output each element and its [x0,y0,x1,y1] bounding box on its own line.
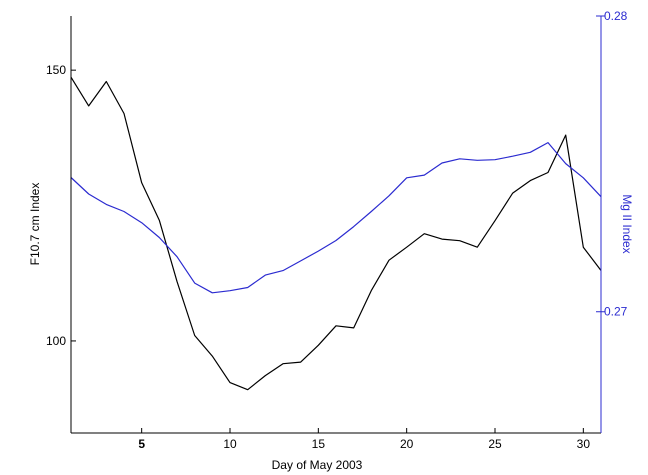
f107-series-line [70,76,602,391]
plot-area [71,16,601,433]
x-tick-label: 15 [312,437,326,451]
right-y-tick-label: 0.27 [604,305,628,319]
left-y-tick-label: 150 [46,63,66,77]
series-layer [70,76,602,391]
left-y-tick-label: 100 [46,334,66,348]
right-y-tick-label: 0.28 [604,9,628,23]
x-tick-label: 30 [577,437,591,451]
left-axis-label: F10.7 cm Index [28,183,42,266]
ticks-layer: 5 10 15 20 25 30 100 150 0.27 0.28 [46,9,628,451]
mg-ii-series-line [70,142,602,294]
x-tick-label: 5 [138,437,145,451]
x-tick-label: 20 [400,437,414,451]
x-tick-label: 10 [223,437,237,451]
right-axis-label: Mg II Index [620,194,634,253]
x-axis-label: Day of May 2003 [272,458,363,472]
x-tick-label: 25 [488,437,502,451]
